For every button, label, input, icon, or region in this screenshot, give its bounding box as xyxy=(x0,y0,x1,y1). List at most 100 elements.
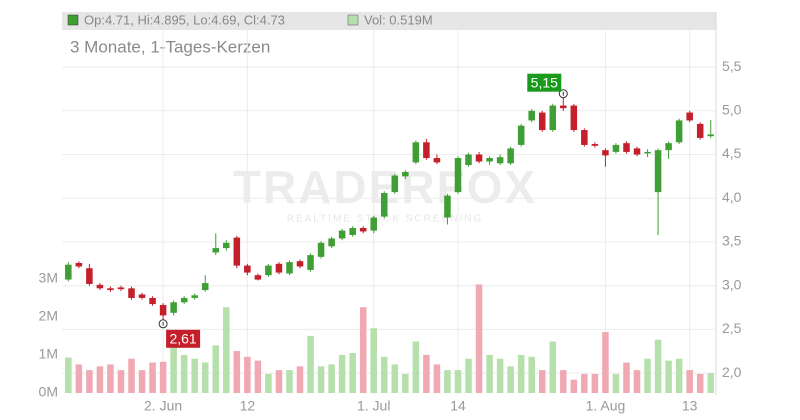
candle-body xyxy=(612,144,620,152)
volume-readout: Vol: 0.519M xyxy=(364,12,433,27)
candle-body xyxy=(275,263,283,273)
candle-body xyxy=(307,255,314,270)
candle-body xyxy=(65,264,72,280)
axes: 2,0 2,5 3,0 3,5 4,0 4,5 5,0 5,5 0M 1M 2M 3M 2. Jun 12… xyxy=(39,58,742,414)
volume-bar xyxy=(433,364,441,393)
volume-bar xyxy=(581,373,588,393)
volume-bar xyxy=(633,370,641,393)
candle-body xyxy=(423,142,430,159)
volume-bar xyxy=(128,358,135,393)
candle-body xyxy=(391,175,399,193)
candle-body xyxy=(128,288,135,298)
x-tick-label: 12 xyxy=(240,398,256,414)
volume-bar xyxy=(307,335,314,393)
volume-bar xyxy=(475,284,483,393)
volume-bar xyxy=(665,360,672,393)
annotation-box xyxy=(166,329,201,348)
volume-bar xyxy=(423,354,430,393)
volume-bar xyxy=(170,347,177,393)
candle-body xyxy=(444,195,451,218)
volume-bar xyxy=(623,362,630,393)
candle-body xyxy=(707,134,714,137)
candle-body xyxy=(402,172,409,177)
volume-bar xyxy=(528,356,535,393)
candle-body xyxy=(644,151,651,154)
candle-body xyxy=(170,302,177,313)
watermark-tagline: REALTIME STOCK SCREENING xyxy=(287,214,484,225)
volume-bar xyxy=(402,373,409,393)
volume-layer xyxy=(65,284,714,393)
candle-body xyxy=(538,112,546,131)
y-tick-label: 4,0 xyxy=(722,189,742,205)
candle-body xyxy=(117,287,125,290)
volume-bar xyxy=(265,373,272,393)
candle-body xyxy=(349,227,356,235)
candle-body xyxy=(201,283,209,291)
volume-bar xyxy=(223,307,230,393)
candle-body xyxy=(560,105,567,109)
candle-body xyxy=(265,265,272,276)
volume-bar xyxy=(359,307,367,393)
volume-bar xyxy=(465,358,472,393)
candle-body xyxy=(433,158,441,163)
x-tick-label: 2. Jun xyxy=(144,398,182,414)
volume-bar xyxy=(612,373,620,393)
volume-bar xyxy=(86,370,93,393)
volume-bar xyxy=(201,362,209,393)
candle-body xyxy=(286,262,293,274)
candle-body xyxy=(412,142,420,163)
candle-body xyxy=(486,158,493,162)
volume-bar xyxy=(212,345,220,393)
candle-body xyxy=(654,150,662,193)
candle-body xyxy=(475,154,483,162)
candle-body xyxy=(507,148,514,164)
x-tick-label: 14 xyxy=(450,398,466,414)
volume-bar xyxy=(654,339,662,393)
volume-bar xyxy=(507,366,514,393)
volume-bar xyxy=(696,373,704,393)
candle-body xyxy=(233,237,241,266)
y2-tick-label: 1M xyxy=(39,346,58,362)
candle-body xyxy=(570,105,578,131)
volume-bar xyxy=(75,364,83,393)
volume-bar xyxy=(517,354,525,393)
candle-body xyxy=(191,295,198,298)
candle-body xyxy=(454,158,462,193)
y-tick-label: 4,5 xyxy=(722,145,742,161)
candle-body xyxy=(496,157,504,164)
ohlc-swatch xyxy=(67,14,79,26)
candle-body xyxy=(254,275,262,280)
candle-body xyxy=(696,123,704,138)
candle-body xyxy=(180,297,188,303)
grid xyxy=(62,30,716,395)
candle-body xyxy=(380,193,388,217)
annotation-label: 2,61 xyxy=(169,331,196,347)
volume-bar xyxy=(675,358,683,393)
volume-bar xyxy=(96,366,104,393)
candle-body xyxy=(149,297,156,305)
y2-tick-label: 0M xyxy=(39,384,58,400)
candle-body xyxy=(581,130,588,145)
volume-bar xyxy=(159,361,167,393)
volume-bar xyxy=(117,370,125,393)
volume-bar xyxy=(191,358,198,393)
candle-body xyxy=(138,294,146,298)
candle-body xyxy=(686,112,693,121)
volume-bar xyxy=(412,341,420,393)
volume-swatch xyxy=(347,14,359,26)
volume-bar xyxy=(233,351,241,393)
volume-bar xyxy=(328,364,335,393)
header-bar xyxy=(62,12,716,30)
candle-body xyxy=(244,265,251,273)
candle-body xyxy=(159,304,167,316)
volume-bar xyxy=(275,370,283,393)
candle-body xyxy=(665,143,672,151)
volume-bar xyxy=(149,362,156,393)
volume-bar xyxy=(549,341,557,393)
volume-bar xyxy=(180,354,188,393)
candle-body xyxy=(549,105,557,131)
volume-bar xyxy=(138,370,146,393)
volume-bar xyxy=(296,366,304,393)
candle-body xyxy=(223,242,230,249)
x-tick-label: 1. Aug xyxy=(586,398,626,414)
